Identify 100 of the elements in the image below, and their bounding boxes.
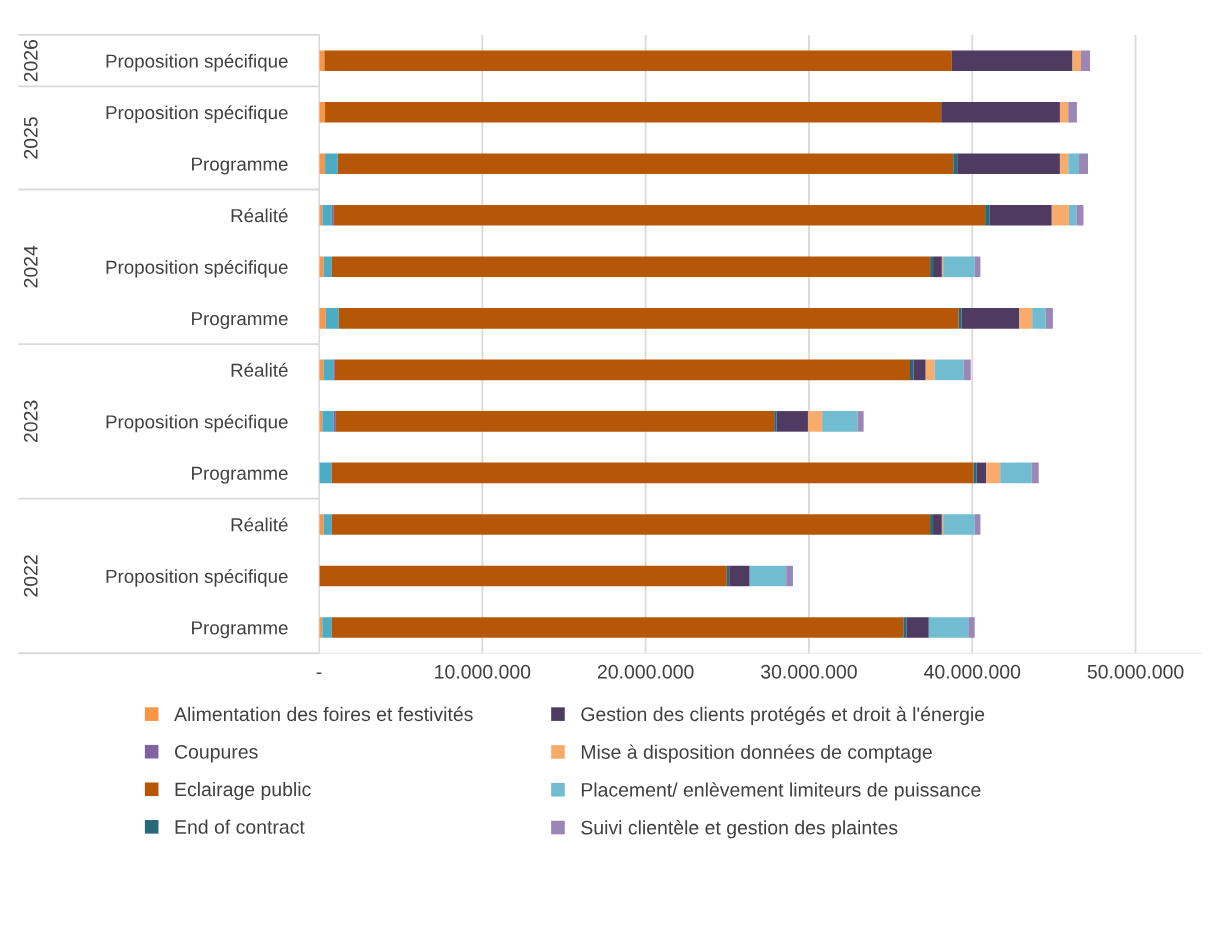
y-tick-label: Réalité	[231, 208, 288, 223]
bar	[986, 462, 1001, 484]
bar	[322, 204, 332, 226]
bar	[961, 308, 1020, 329]
bar	[337, 153, 954, 175]
bar	[333, 204, 986, 226]
bar	[1051, 204, 1069, 226]
x-tick-label: 50.000.000	[1087, 664, 1184, 679]
bar	[1059, 101, 1069, 123]
y-tick-label: Programme	[192, 312, 288, 330]
bar	[335, 411, 775, 432]
legend-label: Alimentation des foires et festivités	[174, 706, 473, 722]
bar	[1081, 50, 1090, 71]
bar	[322, 617, 332, 638]
bar	[1068, 153, 1080, 175]
bar	[1032, 308, 1046, 329]
bar	[325, 153, 338, 175]
y-tick-label: Proposition spécifique	[106, 53, 288, 72]
bar	[1019, 308, 1033, 329]
x-tick-label: 10.000.000	[435, 664, 531, 679]
text: 2023	[23, 400, 38, 443]
bar	[1076, 204, 1084, 226]
bar	[331, 462, 974, 484]
bar	[930, 256, 934, 278]
text: 2026	[23, 39, 38, 82]
y-tick-label: Réalité	[231, 362, 288, 377]
bar	[324, 50, 952, 71]
bar	[963, 359, 971, 381]
legend-label: Mise à disposition données de comptage	[581, 744, 932, 763]
bar	[325, 308, 339, 329]
bar	[943, 256, 975, 278]
bar	[968, 617, 975, 638]
bar	[928, 617, 969, 638]
bar	[325, 101, 942, 123]
bar	[925, 359, 935, 381]
legend-label: End of contract	[175, 819, 305, 834]
x-tick-label: -	[316, 672, 322, 675]
bar	[930, 514, 934, 535]
bar	[857, 411, 864, 432]
bar	[1079, 153, 1089, 175]
bar	[976, 462, 987, 484]
bar	[822, 411, 858, 432]
bar	[338, 308, 959, 329]
bar	[1031, 462, 1039, 484]
x-tick-label: 20.000.000	[597, 664, 694, 679]
bar	[334, 359, 911, 381]
bar	[1045, 308, 1053, 329]
bar	[323, 256, 332, 278]
y-tick-label: Programme	[192, 466, 288, 484]
bar	[1000, 462, 1032, 484]
legend-label: Gestion des clients protégés et droit à l'énergie	[581, 706, 985, 725]
bar	[951, 50, 1073, 71]
bar	[913, 359, 926, 381]
bar	[786, 565, 793, 587]
x-tick-label: 40.000.000	[924, 664, 1021, 679]
bar	[319, 308, 326, 329]
text: 2024	[23, 245, 38, 288]
bar	[319, 462, 332, 484]
bar	[934, 359, 964, 381]
y-tick-label: Proposition spécifique	[106, 105, 288, 124]
bar	[985, 204, 990, 226]
bar	[941, 101, 1060, 123]
bar	[776, 411, 808, 432]
y-tick-label: Programme	[192, 157, 288, 175]
bar	[323, 514, 332, 535]
bar	[1059, 153, 1069, 175]
x-tick-label: 30.000.000	[761, 664, 857, 679]
bar	[729, 565, 750, 587]
bar	[1072, 50, 1081, 71]
bar	[323, 359, 334, 381]
bar	[331, 256, 931, 278]
bar	[933, 256, 942, 278]
y-tick-label: Proposition spécifique	[106, 569, 288, 587]
bar	[906, 617, 929, 638]
bar	[319, 565, 727, 587]
y-tick-label: Proposition spécifique	[106, 259, 288, 278]
text: 2025	[23, 117, 38, 159]
bar	[1068, 204, 1077, 226]
bar	[333, 411, 336, 432]
bar	[331, 617, 904, 638]
y-tick-label: Réalité	[231, 517, 288, 532]
bar	[774, 411, 777, 432]
bar	[322, 411, 334, 432]
bar	[943, 514, 975, 535]
bar	[958, 308, 962, 329]
bar	[933, 514, 942, 535]
legend-label: Placement/ enlèvement limiteurs de puissance	[581, 782, 981, 801]
legend-label: Suivi clientèle et gestion des plaintes	[581, 820, 898, 839]
bar	[989, 204, 1052, 226]
text: 2022	[23, 555, 38, 597]
bar	[903, 617, 907, 638]
bar	[749, 565, 787, 587]
bar	[957, 153, 1060, 175]
y-tick-label: Programme	[192, 621, 288, 639]
y-tick-label: Proposition spécifique	[106, 414, 288, 433]
bar	[953, 153, 958, 175]
bar	[1068, 101, 1077, 123]
bar	[807, 411, 823, 432]
bar	[331, 514, 931, 535]
legend-label: Coupures	[175, 744, 258, 763]
